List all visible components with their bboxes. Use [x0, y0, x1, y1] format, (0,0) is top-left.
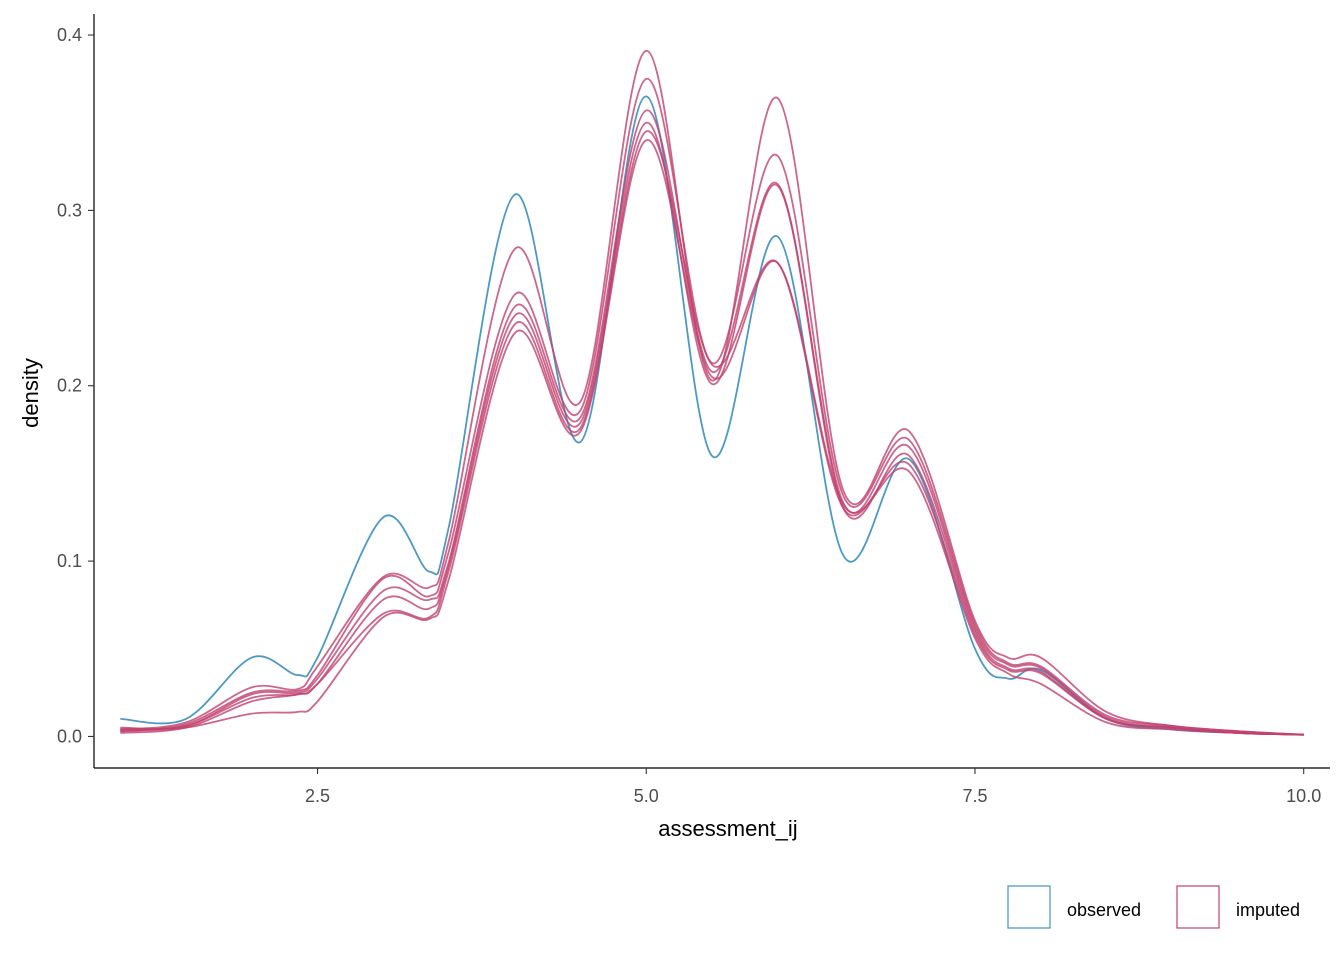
y-tick-label: 0.3 [57, 200, 82, 220]
y-tick-label: 0.2 [57, 376, 82, 396]
legend-label-observed: observed [1067, 900, 1141, 920]
imputed-density-line-6 [120, 139, 1304, 736]
x-tick-label: 7.5 [962, 786, 987, 806]
density-lines [120, 49, 1304, 736]
legend-label-imputed: imputed [1236, 900, 1300, 920]
axes: 2.5 5.0 7.5 10.0 0.0 0.1 0.2 0.3 0.4 [57, 14, 1330, 806]
imputed-density-line-5 [120, 130, 1304, 736]
x-tick-label: 5.0 [634, 786, 659, 806]
x-axis-title: assessment_ij [658, 816, 797, 841]
x-axis-ticks: 2.5 5.0 7.5 10.0 [305, 768, 1321, 806]
legend-key-observed [1007, 885, 1051, 929]
imputed-density-line-1 [120, 49, 1304, 736]
legend-key-imputed [1176, 885, 1220, 929]
imputed-density-line-2 [120, 77, 1304, 736]
imputed-density-line-3 [120, 109, 1304, 736]
observed-density-line [120, 95, 1304, 736]
legend: observed imputed [1007, 885, 1300, 929]
y-axis-title: density [18, 358, 43, 428]
y-tick-label: 0.0 [57, 726, 82, 746]
imputed-density-line-4 [120, 121, 1304, 736]
y-tick-label: 0.4 [57, 25, 82, 45]
y-tick-label: 0.1 [57, 551, 82, 571]
x-tick-label: 10.0 [1286, 786, 1321, 806]
x-tick-label: 2.5 [305, 786, 330, 806]
y-axis-ticks: 0.0 0.1 0.2 0.3 0.4 [57, 25, 94, 746]
